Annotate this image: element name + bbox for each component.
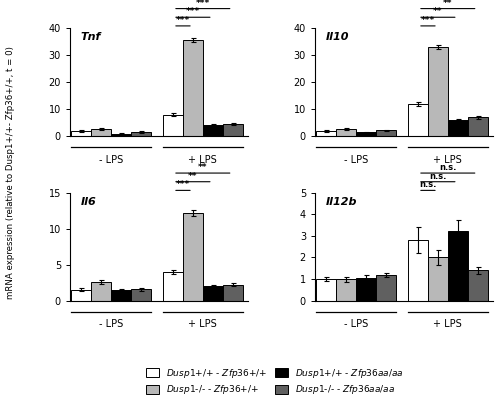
Bar: [376, 275, 396, 301]
Text: ***: ***: [196, 0, 210, 8]
Text: ***: ***: [176, 180, 190, 189]
Text: + LPS: + LPS: [188, 155, 217, 165]
Bar: [111, 290, 131, 301]
Text: n.s.: n.s.: [429, 172, 446, 180]
Bar: [376, 130, 396, 136]
Bar: [356, 278, 376, 301]
Text: Tnf: Tnf: [80, 32, 101, 43]
Bar: [336, 279, 356, 301]
Bar: [71, 290, 91, 301]
Bar: [356, 132, 376, 136]
Bar: [163, 115, 183, 136]
Bar: [408, 240, 428, 301]
Legend: $\mathit{Dusp1}$+/+ - $\mathit{Zfp36}$+/+, $\mathit{Dusp1}$-/- - $\mathit{Zfp36}: $\mathit{Dusp1}$+/+ - $\mathit{Zfp36}$+/…: [146, 367, 404, 397]
Text: ***: ***: [176, 16, 190, 25]
Bar: [408, 104, 428, 136]
Bar: [468, 117, 487, 136]
Bar: [91, 129, 111, 136]
Text: n.s.: n.s.: [439, 163, 456, 172]
Bar: [468, 270, 487, 301]
Text: + LPS: + LPS: [434, 155, 462, 165]
Bar: [428, 47, 448, 136]
Text: Il12b: Il12b: [326, 197, 357, 207]
Bar: [428, 257, 448, 301]
Text: + LPS: + LPS: [434, 319, 462, 329]
Text: **: **: [443, 0, 452, 8]
Bar: [131, 289, 150, 301]
Bar: [222, 285, 242, 301]
Bar: [222, 124, 242, 136]
Bar: [183, 40, 203, 136]
Text: Il6: Il6: [80, 197, 96, 207]
Text: **: **: [198, 163, 207, 172]
Text: + LPS: + LPS: [188, 319, 217, 329]
Text: Il10: Il10: [326, 32, 349, 43]
Bar: [163, 272, 183, 301]
Text: ***: ***: [421, 16, 435, 25]
Text: - LPS: - LPS: [344, 155, 368, 165]
Bar: [131, 132, 150, 136]
Text: mRNA expression (relative to Dusp1+/+- Zfp36+/+, t = 0): mRNA expression (relative to Dusp1+/+- Z…: [6, 46, 16, 299]
Text: **: **: [433, 7, 442, 16]
Bar: [448, 231, 468, 301]
Bar: [71, 131, 91, 136]
Bar: [91, 282, 111, 301]
Text: - LPS: - LPS: [344, 319, 368, 329]
Bar: [203, 286, 222, 301]
Bar: [448, 120, 468, 136]
Bar: [336, 129, 356, 136]
Bar: [183, 213, 203, 301]
Bar: [111, 134, 131, 136]
Bar: [316, 131, 336, 136]
Text: - LPS: - LPS: [99, 155, 123, 165]
Text: n.s.: n.s.: [420, 180, 436, 189]
Text: ***: ***: [186, 7, 200, 16]
Text: - LPS: - LPS: [99, 319, 123, 329]
Text: **: **: [188, 172, 198, 180]
Bar: [316, 279, 336, 301]
Bar: [203, 125, 222, 136]
